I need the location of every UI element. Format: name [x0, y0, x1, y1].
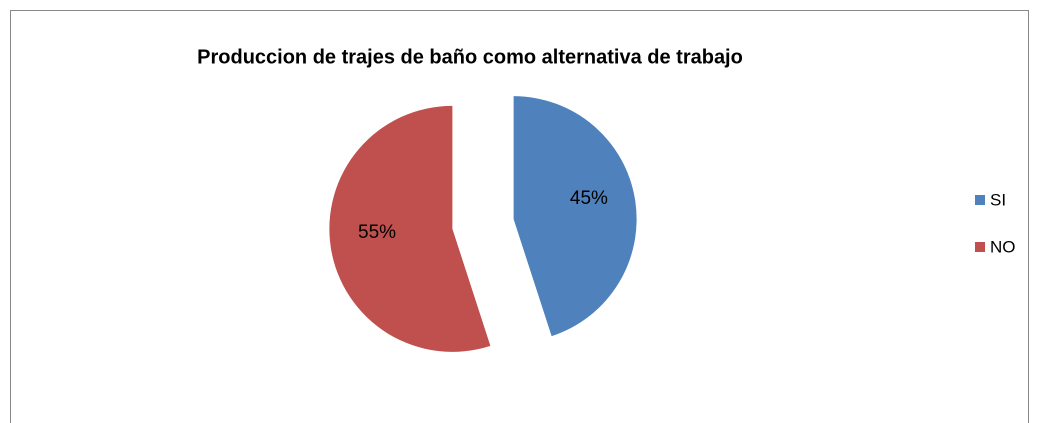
legend-swatch [975, 242, 985, 252]
chart-title: Produccion de trajes de baño como altern… [197, 46, 743, 68]
data-label: 55% [358, 222, 396, 243]
pie-slice [513, 96, 637, 337]
legend-swatch [975, 195, 985, 205]
legend-label: NO [990, 237, 1016, 256]
pie-slice [329, 105, 491, 352]
data-label: 45% [570, 188, 608, 209]
legend-label: SI [990, 190, 1006, 209]
